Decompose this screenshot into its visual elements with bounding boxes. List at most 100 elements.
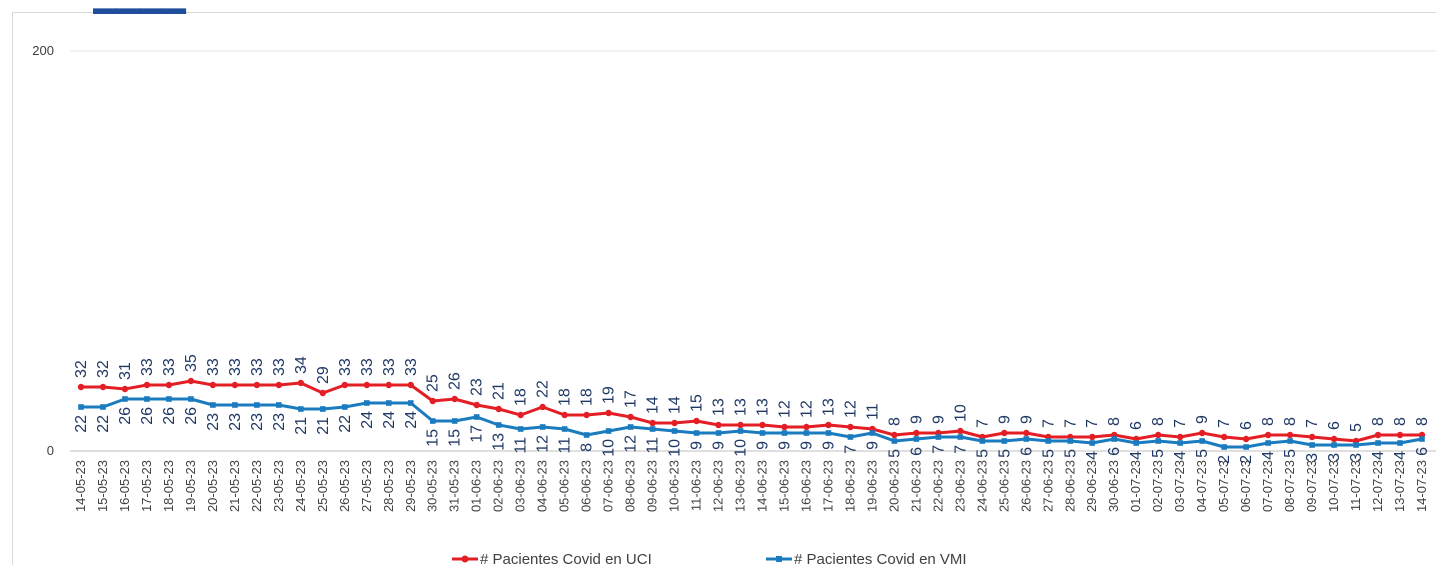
data-point-vmi xyxy=(1243,444,1249,450)
data-point-uci xyxy=(561,411,568,419)
legend-swatch-marker xyxy=(776,556,782,562)
data-label-uci: 8 xyxy=(1414,417,1431,426)
data-label-uci: 7 xyxy=(974,419,991,428)
data-point-uci xyxy=(407,381,414,389)
data-point-vmi xyxy=(473,414,480,420)
x-tick-label: 27-06-23 xyxy=(1040,460,1055,512)
data-point-vmi xyxy=(781,430,788,436)
data-point-vmi xyxy=(605,428,612,434)
data-point-vmi xyxy=(188,396,194,402)
series-line-vmi xyxy=(81,397,1423,449)
x-tick-label: 21-06-23 xyxy=(908,460,923,512)
data-point-uci xyxy=(297,379,305,387)
x-tick-label: 25-05-23 xyxy=(315,460,330,512)
x-tick-label: 28-05-23 xyxy=(381,460,396,512)
data-label-vmi: 24 xyxy=(381,411,398,429)
data-label-uci: 29 xyxy=(315,366,332,384)
data-label-vmi: 2 xyxy=(1238,455,1255,464)
data-point-vmi xyxy=(166,396,172,402)
data-label-uci: 7 xyxy=(1304,419,1321,428)
data-label-vmi: 15 xyxy=(447,429,464,447)
data-label-uci: 34 xyxy=(293,356,310,374)
data-label-vmi: 23 xyxy=(271,413,288,431)
x-tick-label: 13-07-23 xyxy=(1392,460,1407,512)
data-point-vmi xyxy=(363,400,370,406)
data-label-uci: 13 xyxy=(711,398,728,416)
x-tick-label: 19-05-23 xyxy=(183,460,198,512)
data-label-vmi: 4 xyxy=(1370,451,1387,460)
data-label-uci: 9 xyxy=(996,415,1013,424)
data-point-vmi xyxy=(847,434,854,440)
data-point-vmi xyxy=(935,434,942,440)
cropped-chart-title: ▁▁▁▁ xyxy=(93,0,1073,21)
data-label-uci: 7 xyxy=(1062,419,1079,428)
x-tick-label: 18-05-23 xyxy=(161,460,176,512)
data-label-uci: 11 xyxy=(864,403,881,420)
data-label-uci: 23 xyxy=(469,378,486,396)
data-label-uci: 32 xyxy=(95,360,112,378)
x-tick-label: 26-05-23 xyxy=(337,460,352,512)
data-point-vmi xyxy=(869,430,876,436)
data-label-uci: 8 xyxy=(1370,417,1387,426)
data-point-vmi xyxy=(561,426,568,432)
legend-item-uci: # Pacientes Covid en UCI xyxy=(480,551,652,565)
data-label-uci: 31 xyxy=(117,362,134,380)
data-point-vmi xyxy=(649,426,656,432)
data-point-vmi xyxy=(1375,440,1381,446)
x-tick-label: 23-05-23 xyxy=(271,460,286,512)
data-point-vmi xyxy=(1111,436,1118,442)
data-label-vmi: 22 xyxy=(95,415,112,433)
data-point-vmi xyxy=(276,402,282,408)
data-label-vmi: 6 xyxy=(1414,447,1431,456)
data-label-uci: 7 xyxy=(1040,419,1057,428)
x-tick-label: 20-06-23 xyxy=(886,460,901,512)
data-point-vmi xyxy=(495,422,502,428)
data-point-vmi xyxy=(825,430,832,436)
legend-item-vmi: # Pacientes Covid en VMI xyxy=(794,551,967,565)
data-label-vmi: 5 xyxy=(886,449,903,458)
data-label-vmi: 3 xyxy=(1348,453,1365,462)
data-label-uci: 12 xyxy=(798,400,815,418)
data-label-vmi: 11 xyxy=(557,437,574,454)
x-tick-label: 12-06-23 xyxy=(711,460,726,512)
x-tick-label: 02-07-23 xyxy=(1150,460,1165,512)
data-label-uci: 8 xyxy=(1392,417,1409,426)
data-label-vmi: 9 xyxy=(689,441,706,450)
x-tick-label: 08-07-23 xyxy=(1282,460,1297,512)
x-tick-label: 28-06-23 xyxy=(1062,460,1077,512)
data-label-vmi: 5 xyxy=(1150,449,1167,458)
data-label-uci: 22 xyxy=(535,380,552,398)
data-point-vmi xyxy=(627,424,634,430)
data-point-vmi xyxy=(122,396,128,402)
data-label-uci: 9 xyxy=(930,415,947,424)
data-point-vmi xyxy=(1067,438,1074,444)
data-label-uci: 33 xyxy=(139,358,156,376)
data-point-vmi xyxy=(254,402,260,408)
data-point-vmi xyxy=(1221,444,1227,450)
data-point-uci xyxy=(495,405,502,413)
x-tick-label: 16-05-23 xyxy=(117,460,132,512)
data-label-uci: 25 xyxy=(425,374,442,392)
cropped-title-glyphs: ▁▁▁▁ xyxy=(93,0,1073,12)
data-label-vmi: 15 xyxy=(425,429,442,447)
x-tick-label: 22-05-23 xyxy=(249,460,264,512)
data-point-vmi xyxy=(232,402,238,408)
data-label-uci: 12 xyxy=(842,400,859,418)
data-point-vmi xyxy=(539,424,546,430)
data-point-uci xyxy=(671,419,678,427)
data-point-vmi xyxy=(891,438,898,444)
data-label-vmi: 13 xyxy=(491,433,508,451)
data-label-vmi: 9 xyxy=(711,441,728,450)
x-tick-label: 09-06-23 xyxy=(645,460,660,512)
data-point-uci xyxy=(1023,429,1030,437)
data-point-vmi xyxy=(407,400,414,406)
data-point-uci xyxy=(913,429,920,437)
data-label-vmi: 4 xyxy=(1260,451,1277,460)
data-point-vmi xyxy=(1023,436,1030,442)
x-tick-label: 03-06-23 xyxy=(513,460,528,512)
data-label-vmi: 7 xyxy=(930,445,947,454)
data-point-vmi xyxy=(385,400,392,406)
x-tick-label: 05-06-23 xyxy=(557,460,572,512)
data-point-uci xyxy=(517,411,524,419)
data-point-uci xyxy=(539,403,546,411)
